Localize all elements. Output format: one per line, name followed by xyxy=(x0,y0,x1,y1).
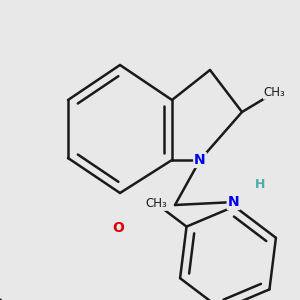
Text: N: N xyxy=(228,195,239,209)
Text: CH₃: CH₃ xyxy=(146,197,167,210)
Text: N: N xyxy=(194,153,206,167)
Text: H: H xyxy=(255,178,265,191)
Text: CH₃: CH₃ xyxy=(264,86,286,99)
Text: O: O xyxy=(112,221,124,235)
